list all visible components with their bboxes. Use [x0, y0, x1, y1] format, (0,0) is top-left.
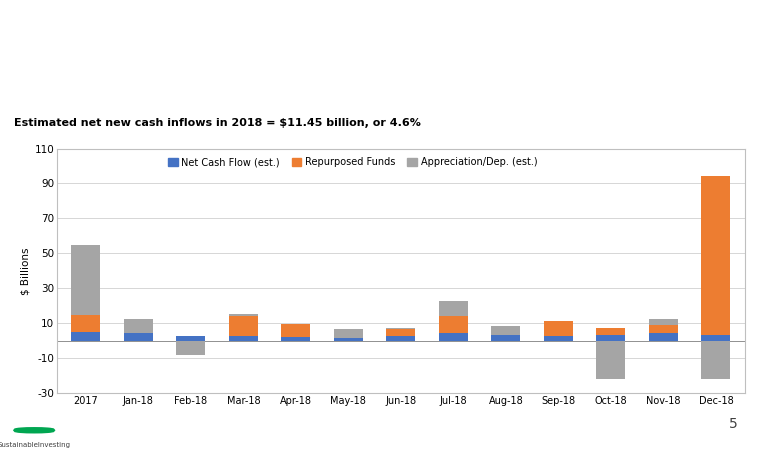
Bar	[701, 335, 730, 340]
Bar	[176, 340, 205, 355]
Bar	[597, 335, 625, 340]
Bar	[334, 329, 363, 338]
Bar	[649, 325, 678, 333]
Bar	[492, 326, 521, 335]
Y-axis label: $ Billions: $ Billions	[21, 247, 30, 294]
Bar	[229, 316, 258, 336]
Bar	[597, 329, 625, 335]
Bar	[649, 319, 678, 325]
Bar	[281, 324, 310, 337]
Text: Sustainable funds and ETFs net flows: Sustainable funds and ETFs net flows	[14, 36, 630, 64]
Bar	[544, 320, 573, 336]
Bar	[701, 340, 730, 379]
Bar	[439, 333, 468, 340]
Bar	[71, 315, 100, 332]
Text: Estimated net new cash inflows in 2018 = $11.45 billion, or 4.6%: Estimated net new cash inflows in 2018 =…	[14, 118, 420, 128]
Bar	[229, 314, 258, 316]
Text: SustainableInvesting: SustainableInvesting	[0, 442, 71, 448]
Bar	[176, 336, 205, 340]
Bar	[71, 245, 100, 315]
Bar	[387, 336, 415, 340]
Bar	[649, 333, 678, 340]
Bar	[701, 175, 730, 335]
Bar	[71, 332, 100, 340]
Bar	[439, 301, 468, 316]
Text: 5: 5	[729, 417, 738, 431]
Bar	[387, 329, 415, 336]
Bar	[544, 336, 573, 340]
Bar	[281, 337, 310, 340]
Bar	[439, 316, 468, 333]
Bar	[492, 335, 521, 340]
Bar	[124, 319, 153, 333]
Legend: Net Cash Flow (est.), Repurposed Funds, Appreciation/Dep. (est.): Net Cash Flow (est.), Repurposed Funds, …	[164, 154, 542, 171]
Bar	[124, 333, 153, 340]
Bar	[597, 340, 625, 379]
Bar	[334, 338, 363, 340]
Bar	[229, 336, 258, 340]
